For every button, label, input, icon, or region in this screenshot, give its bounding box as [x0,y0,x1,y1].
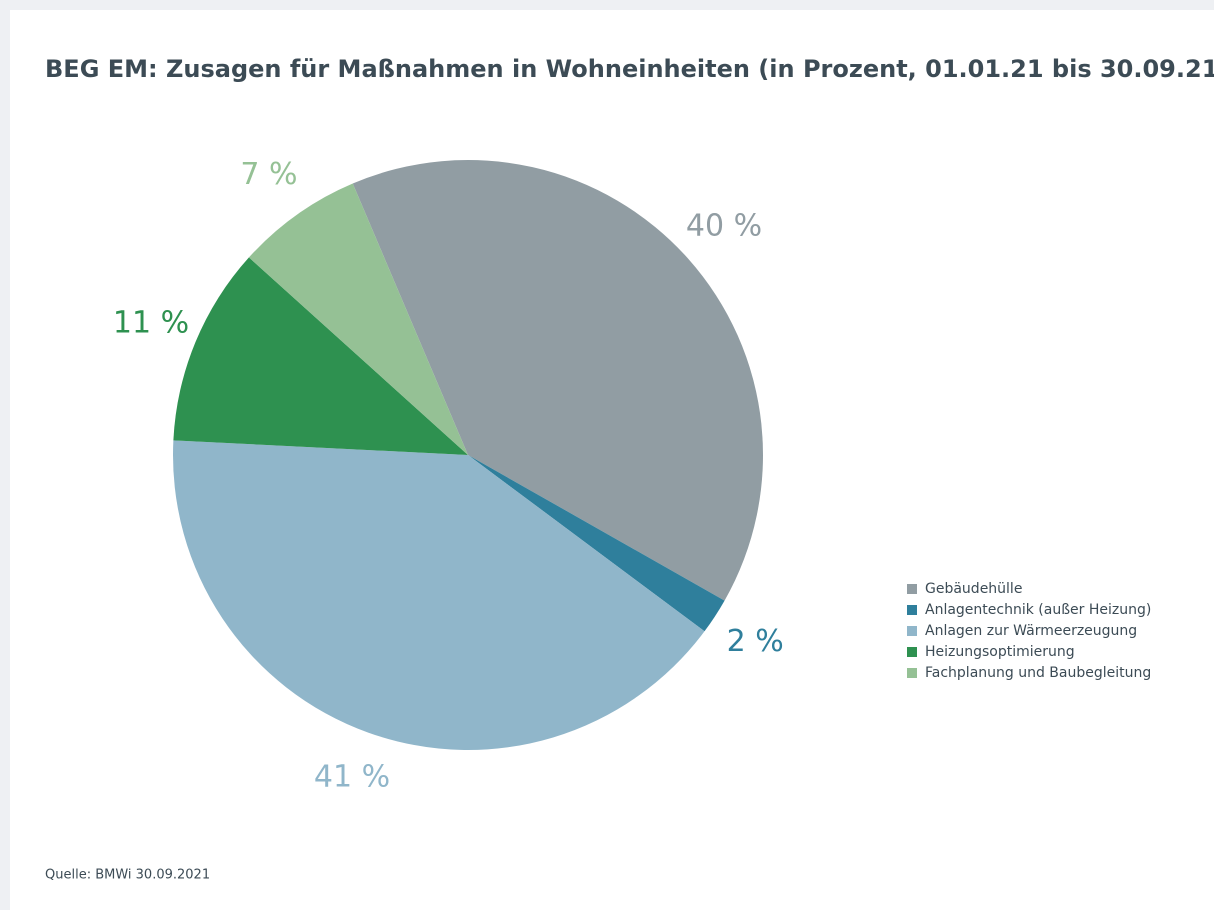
pie-slice [352,160,763,601]
legend-swatch [907,626,917,636]
source: Quelle: BMWi 30.09.2021 [45,868,210,883]
legend-label: Anlagentechnik (außer Heizung) [925,602,1151,618]
legend-swatch [907,668,917,678]
pie-slice [468,455,725,632]
legend-label: Anlagen zur Wärmeerzeugung [925,623,1137,639]
legend-label: Gebäudehülle [925,581,1022,597]
data-label: 41 % [314,759,390,794]
data-label: 2 % [727,624,784,659]
chart-title: BEG EM: Zusagen für Maßnahmen in Wohnein… [45,55,1214,83]
legend-swatch [907,647,917,657]
legend-swatch [907,584,917,594]
legend-label: Fachplanung und Baubegleitung [925,665,1151,681]
pie-slice [173,440,705,750]
legend-swatch [907,605,917,615]
data-label: 40 % [686,208,762,243]
pie-slice [173,257,468,455]
pie-slice [248,183,468,456]
data-label: 7 % [240,157,297,192]
legend-label: Heizungsoptimierung [925,644,1075,660]
data-label: 11 % [113,306,189,341]
